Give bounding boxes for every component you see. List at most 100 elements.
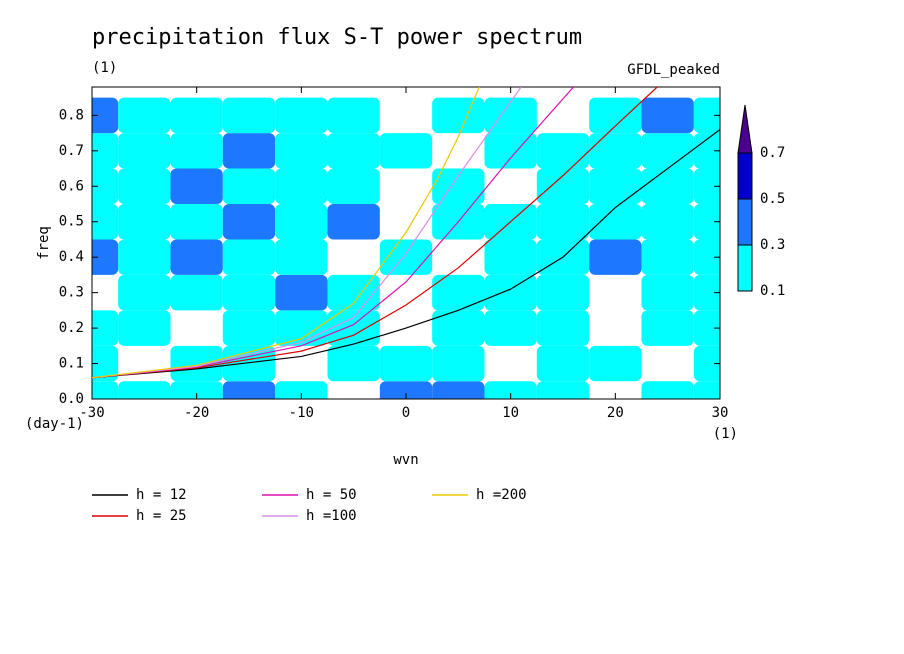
x-tick-label: -20 (184, 405, 209, 421)
legend-label: h = 12 (136, 487, 187, 503)
subtitle: (1) (92, 60, 117, 76)
legend-label: h =200 (476, 487, 527, 503)
y-tick-label: 0.1 (59, 356, 84, 372)
contour-cell (92, 97, 119, 134)
contour-cell (170, 381, 223, 399)
contour-cell (641, 204, 694, 240)
contour-cell (693, 133, 720, 169)
legend-label: h = 50 (306, 487, 357, 503)
y-tick-label: 0.0 (59, 391, 84, 407)
contour-cell (327, 97, 380, 134)
contour-cell (328, 239, 380, 274)
contour-cell (92, 204, 119, 240)
contour-cell (432, 345, 485, 382)
contour-cell (170, 239, 223, 275)
contour-cell (92, 168, 119, 204)
chart-title: precipitation flux S-T power spectrum (92, 25, 582, 50)
y-tick-label: 0.3 (59, 285, 84, 301)
contour-cell (275, 274, 328, 311)
colorbar-label: 0.1 (760, 283, 785, 299)
x-tick-label: 0 (402, 405, 410, 421)
contour-cell (484, 310, 537, 346)
contour-cell (170, 204, 223, 240)
contour-cell (222, 239, 276, 275)
contour-cell (589, 204, 642, 240)
x-unit: (1) (713, 426, 738, 442)
contour-cell (275, 239, 328, 275)
contour-cell (327, 133, 380, 169)
contour-cell (693, 239, 720, 275)
contour-cell (171, 310, 223, 345)
contour-cell (484, 239, 537, 275)
y-tick-label: 0.2 (59, 320, 84, 336)
contour-cell (327, 274, 380, 311)
contour-cell (537, 98, 589, 133)
colorbar-segment (737, 152, 753, 200)
contour-cell (118, 346, 170, 381)
legend-label: h =100 (306, 508, 357, 524)
contour-cell (432, 97, 485, 134)
contour-cell (275, 133, 328, 169)
contour-cell (432, 310, 485, 346)
contour-cell (92, 133, 119, 169)
contour-cell (118, 168, 171, 204)
contour-cell (170, 97, 223, 134)
dispersion-curve (92, 129, 720, 379)
contour-cell (484, 97, 537, 134)
contour-cell (118, 310, 171, 346)
contour-cell (589, 168, 642, 204)
contour-cell (432, 381, 485, 399)
contour-cell (484, 381, 537, 399)
x-tick-label: 10 (502, 405, 519, 421)
contour-cell (641, 168, 694, 204)
contour-cell (379, 381, 433, 399)
x-tick-label: -30 (79, 405, 104, 421)
contour-cell (693, 97, 720, 134)
contour-cell (589, 275, 641, 310)
contour-cell (589, 239, 642, 275)
contour-cell (485, 346, 537, 381)
colorbar-label: 0.3 (760, 237, 785, 253)
contour-cell (275, 381, 328, 399)
dispersion-curve (92, 87, 658, 379)
curve-group (92, 87, 658, 379)
curve-group (92, 87, 522, 379)
contour-cell (327, 345, 380, 382)
contour-cell (641, 239, 694, 275)
contour-cell (170, 133, 223, 169)
contour-cell (222, 345, 276, 382)
contour-cell (432, 239, 484, 274)
contour-cell (536, 274, 590, 311)
contour-cell (536, 345, 590, 382)
contour-field (92, 97, 720, 399)
contour-cell (536, 204, 590, 240)
contour-cell (641, 310, 694, 346)
contour-cell (327, 204, 380, 240)
contour-cell (589, 345, 642, 382)
contour-cell (222, 204, 276, 240)
contour-cell (327, 168, 380, 204)
contour-cell (641, 133, 694, 169)
contour-cell (118, 274, 171, 311)
contour-cell (170, 274, 223, 311)
contour-cell (641, 274, 694, 311)
contour-cell (589, 310, 641, 345)
contour-cell (693, 345, 720, 382)
y-axis-label: freq (36, 226, 52, 260)
contour-cell (380, 98, 432, 133)
contour-cell (693, 168, 720, 204)
colorbar-extend (737, 104, 753, 154)
contour-cell (275, 310, 328, 346)
contour-cell (222, 310, 276, 346)
dispersion-curve (92, 87, 522, 379)
dispersion-curve (92, 87, 574, 379)
contour-cell (693, 204, 720, 240)
contour-cell (641, 97, 694, 134)
contour-cell (92, 381, 119, 399)
legend-label: h = 25 (136, 508, 187, 524)
contour-cell (118, 239, 171, 275)
contour-cell (222, 274, 276, 311)
model-label: GFDL_peaked (627, 62, 720, 78)
curve-group (92, 87, 480, 379)
